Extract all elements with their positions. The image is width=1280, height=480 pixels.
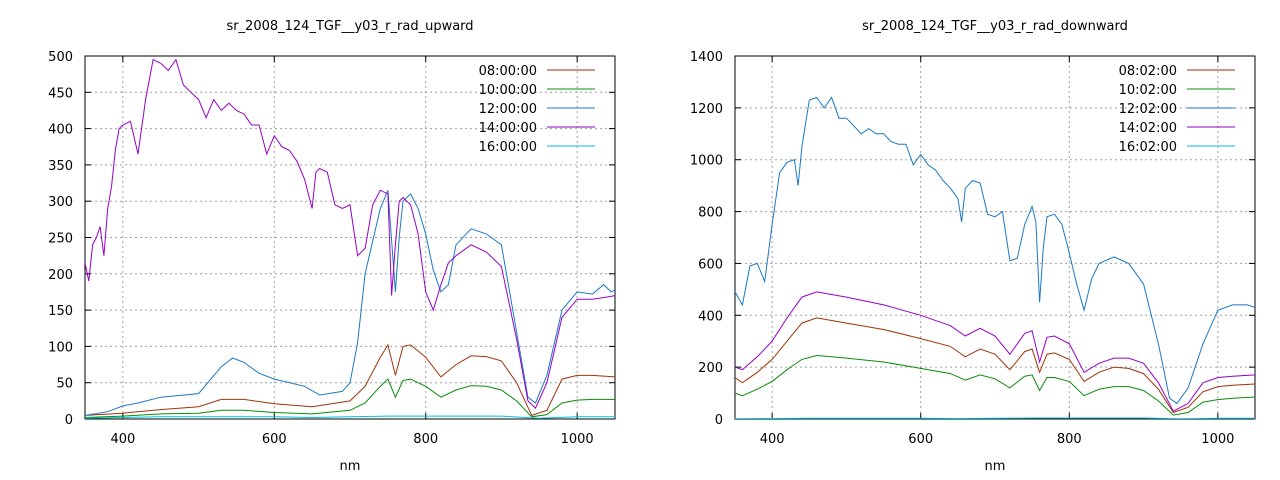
legend-label: 12:02:00 [1119, 102, 1177, 117]
y-tick-label: 0 [65, 413, 73, 428]
y-tick-label: 1400 [690, 50, 723, 65]
plot-frame [734, 55, 1256, 420]
chart-panel-1: sr_2008_124_TGF__y03_r_rad_upward 400 600 8… [48, 19, 616, 474]
x-tick-label: 1000 [1201, 432, 1234, 447]
series-line-080000 [85, 343, 615, 417]
series-line-120000 [85, 190, 615, 416]
legend-label: 16:00:00 [479, 140, 537, 155]
chart-title: sr_2008_124_TGF__y03_r_rad_downward [862, 19, 1128, 34]
x-tick-label: 600 [262, 432, 287, 447]
x-tick-label: 400 [110, 432, 135, 447]
series-line-100200 [735, 354, 1255, 416]
y-tick-label: 600 [698, 257, 723, 272]
x-tick-label: 600 [908, 432, 933, 447]
legend-label: 08:00:00 [479, 64, 537, 79]
y-tick-label: 1200 [690, 102, 723, 117]
legend-label: 14:00:00 [479, 121, 537, 136]
legend-label: 10:00:00 [479, 83, 537, 98]
y-tick-label: 400 [698, 309, 723, 324]
y-tick-label: 1000 [690, 154, 723, 169]
legend-label: 14:02:00 [1119, 121, 1177, 136]
chart-panel-2: sr_2008_124_TGF__y03_r_rad_downward 400 60… [690, 19, 1256, 474]
y-tick-label: 100 [48, 340, 73, 355]
x-axis-label: nm [985, 459, 1006, 474]
chart-title: sr_2008_124_TGF__y03_r_rad_upward [226, 19, 473, 34]
x-tick-label: 800 [1057, 432, 1082, 447]
series-line-140000 [85, 58, 615, 409]
legend-label: 10:02:00 [1119, 83, 1177, 98]
legend-label: 16:02:00 [1119, 140, 1177, 155]
y-tick-label: 800 [698, 206, 723, 221]
x-tick-label: 1000 [561, 432, 594, 447]
y-tick-label: 150 [48, 304, 73, 319]
y-tick-label: 300 [48, 195, 73, 210]
y-tick-label: 350 [48, 159, 73, 174]
series-line-140200 [735, 291, 1255, 412]
x-axis-label: nm [340, 459, 361, 474]
x-tick-label: 400 [760, 432, 785, 447]
y-tick-label: 50 [56, 377, 73, 392]
y-tick-label: 200 [48, 268, 73, 283]
series-line-160200 [735, 417, 1255, 419]
series-line-120200 [735, 96, 1255, 405]
y-tick-label: 500 [48, 50, 73, 65]
series-line-100000 [85, 378, 615, 418]
series-line-160000 [85, 415, 615, 419]
x-tick-label: 800 [413, 432, 438, 447]
series-line-080200 [735, 317, 1255, 414]
y-tick-label: 400 [48, 123, 73, 138]
legend-label: 12:00:00 [479, 102, 537, 117]
legend-label: 08:02:00 [1119, 64, 1177, 79]
y-tick-label: 0 [715, 413, 723, 428]
y-tick-label: 200 [698, 361, 723, 376]
y-tick-label: 450 [48, 86, 73, 101]
y-tick-label: 250 [48, 232, 73, 247]
